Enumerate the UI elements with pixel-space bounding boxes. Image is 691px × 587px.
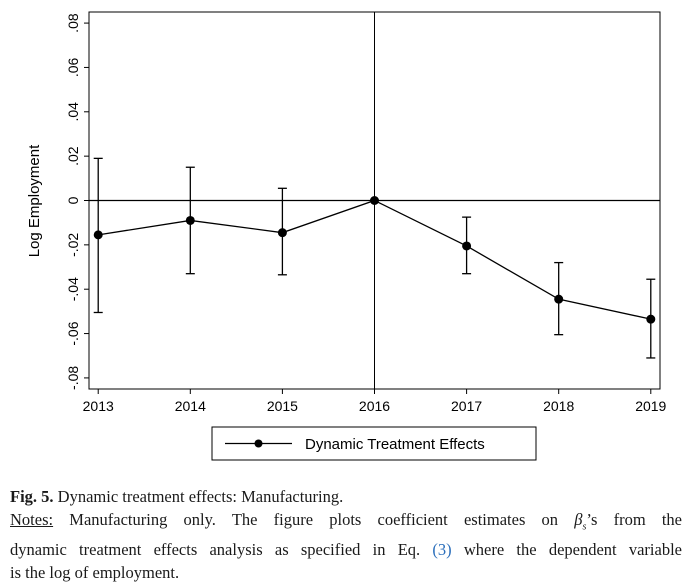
beta-subscript: s (582, 521, 587, 533)
caption-notes-line-1: Notes: Manufacturing only. The figure pl… (10, 508, 682, 538)
y-axis-label: Log Employment (26, 144, 43, 257)
legend-entry: Dynamic Treatment Effects (305, 436, 485, 453)
y-tick-label: .02 (65, 146, 81, 166)
x-tick-label: 2017 (451, 398, 482, 414)
figure-number: Fig. 5. (10, 487, 54, 506)
notes-text-1: Manufacturing only. The figure plots coe… (69, 510, 559, 529)
legend-marker-sample (254, 439, 263, 448)
x-axis: 2013 2014 2015 2016 2017 2018 2019 (83, 389, 667, 414)
x-tick-label: 2016 (359, 398, 390, 414)
notes-text-2a: dynamic treatment effects analysis as sp… (10, 540, 421, 560)
caption-notes-line-3: is the log of employment. (10, 561, 682, 584)
y-tick-label: -.08 (65, 366, 81, 390)
y-tick-label: .06 (65, 57, 81, 77)
x-tick-label: 2019 (635, 398, 666, 414)
figure-title: Dynamic treatment effects: Manufacturing… (57, 487, 344, 506)
caption-title-line: Fig. 5. Dynamic treatment effects: Manuf… (10, 485, 682, 508)
notes-text-2b: where the dependent variable (463, 540, 682, 560)
data-point (93, 230, 103, 240)
y-tick-label: .04 (65, 102, 81, 122)
x-tick-label: 2013 (83, 398, 114, 414)
notes-text-3: is the log of employment. (10, 563, 180, 583)
beta-symbol: βs (574, 510, 587, 533)
data-point (185, 215, 195, 225)
x-tick-label: 2015 (267, 398, 298, 414)
notes-text-1-tail: ’s from the (586, 510, 683, 529)
series-dynamic-treatment-effects (93, 157, 656, 359)
x-tick-label: 2018 (543, 398, 574, 414)
data-point (554, 294, 564, 304)
y-tick-label: .08 (65, 13, 81, 33)
y-tick-label: -.04 (65, 277, 81, 301)
y-tick-label: 0 (65, 196, 81, 204)
x-tick-label: 2014 (175, 398, 206, 414)
data-point (370, 196, 379, 205)
data-point (277, 228, 287, 238)
caption-notes-line-2: dynamic treatment effects analysis as sp… (10, 538, 682, 561)
figure-caption: Fig. 5. Dynamic treatment effects: Manuf… (10, 485, 682, 584)
y-tick-label: -.06 (65, 321, 81, 345)
y-tick-label: -.02 (65, 233, 81, 257)
equation-link[interactable]: (3) (432, 540, 452, 560)
data-point (462, 241, 472, 251)
y-axis: -.08 -.06 -.04 -.02 0 .02 .04 .06 .08 (65, 13, 89, 390)
chart: -.08-.06-.04-.020.02.04.06.08 2013 2014 20… (26, 11, 667, 461)
notes-label: Notes: (10, 510, 54, 529)
data-point (646, 314, 656, 324)
legend: Dynamic Treatment Effects (211, 426, 537, 461)
